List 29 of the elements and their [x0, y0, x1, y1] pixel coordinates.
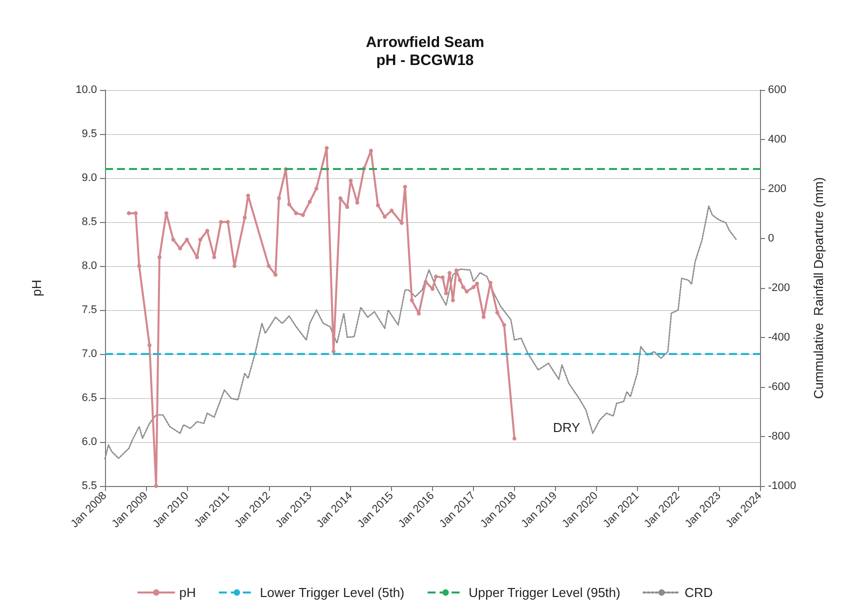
y2-tick-label: -800	[768, 430, 790, 442]
y2-tick-label: -200	[768, 282, 790, 294]
y2-tick-label: -400	[768, 332, 790, 344]
y-tick-label: 9.5	[82, 128, 97, 140]
y-tick-label: 9.0	[82, 172, 97, 184]
chart-title: Arrowfield Seam	[366, 34, 484, 51]
legend-label: Upper Trigger Level (95th)	[468, 585, 620, 600]
y2-tick-label: 400	[768, 134, 786, 146]
y-axis-title: pH	[29, 280, 44, 296]
y-tick-label: 5.5	[82, 480, 97, 492]
y-tick-label: 6.0	[82, 436, 97, 448]
line-series	[104, 205, 737, 460]
y-tick-label: 8.0	[82, 260, 97, 272]
y2-tick-label: 200	[768, 183, 786, 195]
y2-tick-label: -600	[768, 381, 790, 393]
legend-label: Lower Trigger Level (5th)	[260, 585, 404, 600]
y-tick-label: 7.0	[82, 348, 97, 360]
legend-label: pH	[179, 585, 196, 600]
y2-tick-label: 0	[768, 232, 774, 244]
y-tick-label: 6.5	[82, 392, 97, 404]
annotation: DRY	[553, 420, 581, 435]
y2-tick-label: 600	[768, 84, 786, 96]
y-tick-label: 10.0	[76, 84, 97, 96]
legend-label: CRD	[684, 585, 713, 600]
y2-axis-title: Cummulative Rainfall Departure (mm)	[811, 177, 826, 399]
y-tick-label: 8.5	[82, 216, 97, 228]
y2-tick-label: -1000	[768, 480, 796, 492]
y-tick-label: 7.5	[82, 304, 97, 316]
chart-subtitle: pH - BCGW18	[376, 52, 474, 69]
